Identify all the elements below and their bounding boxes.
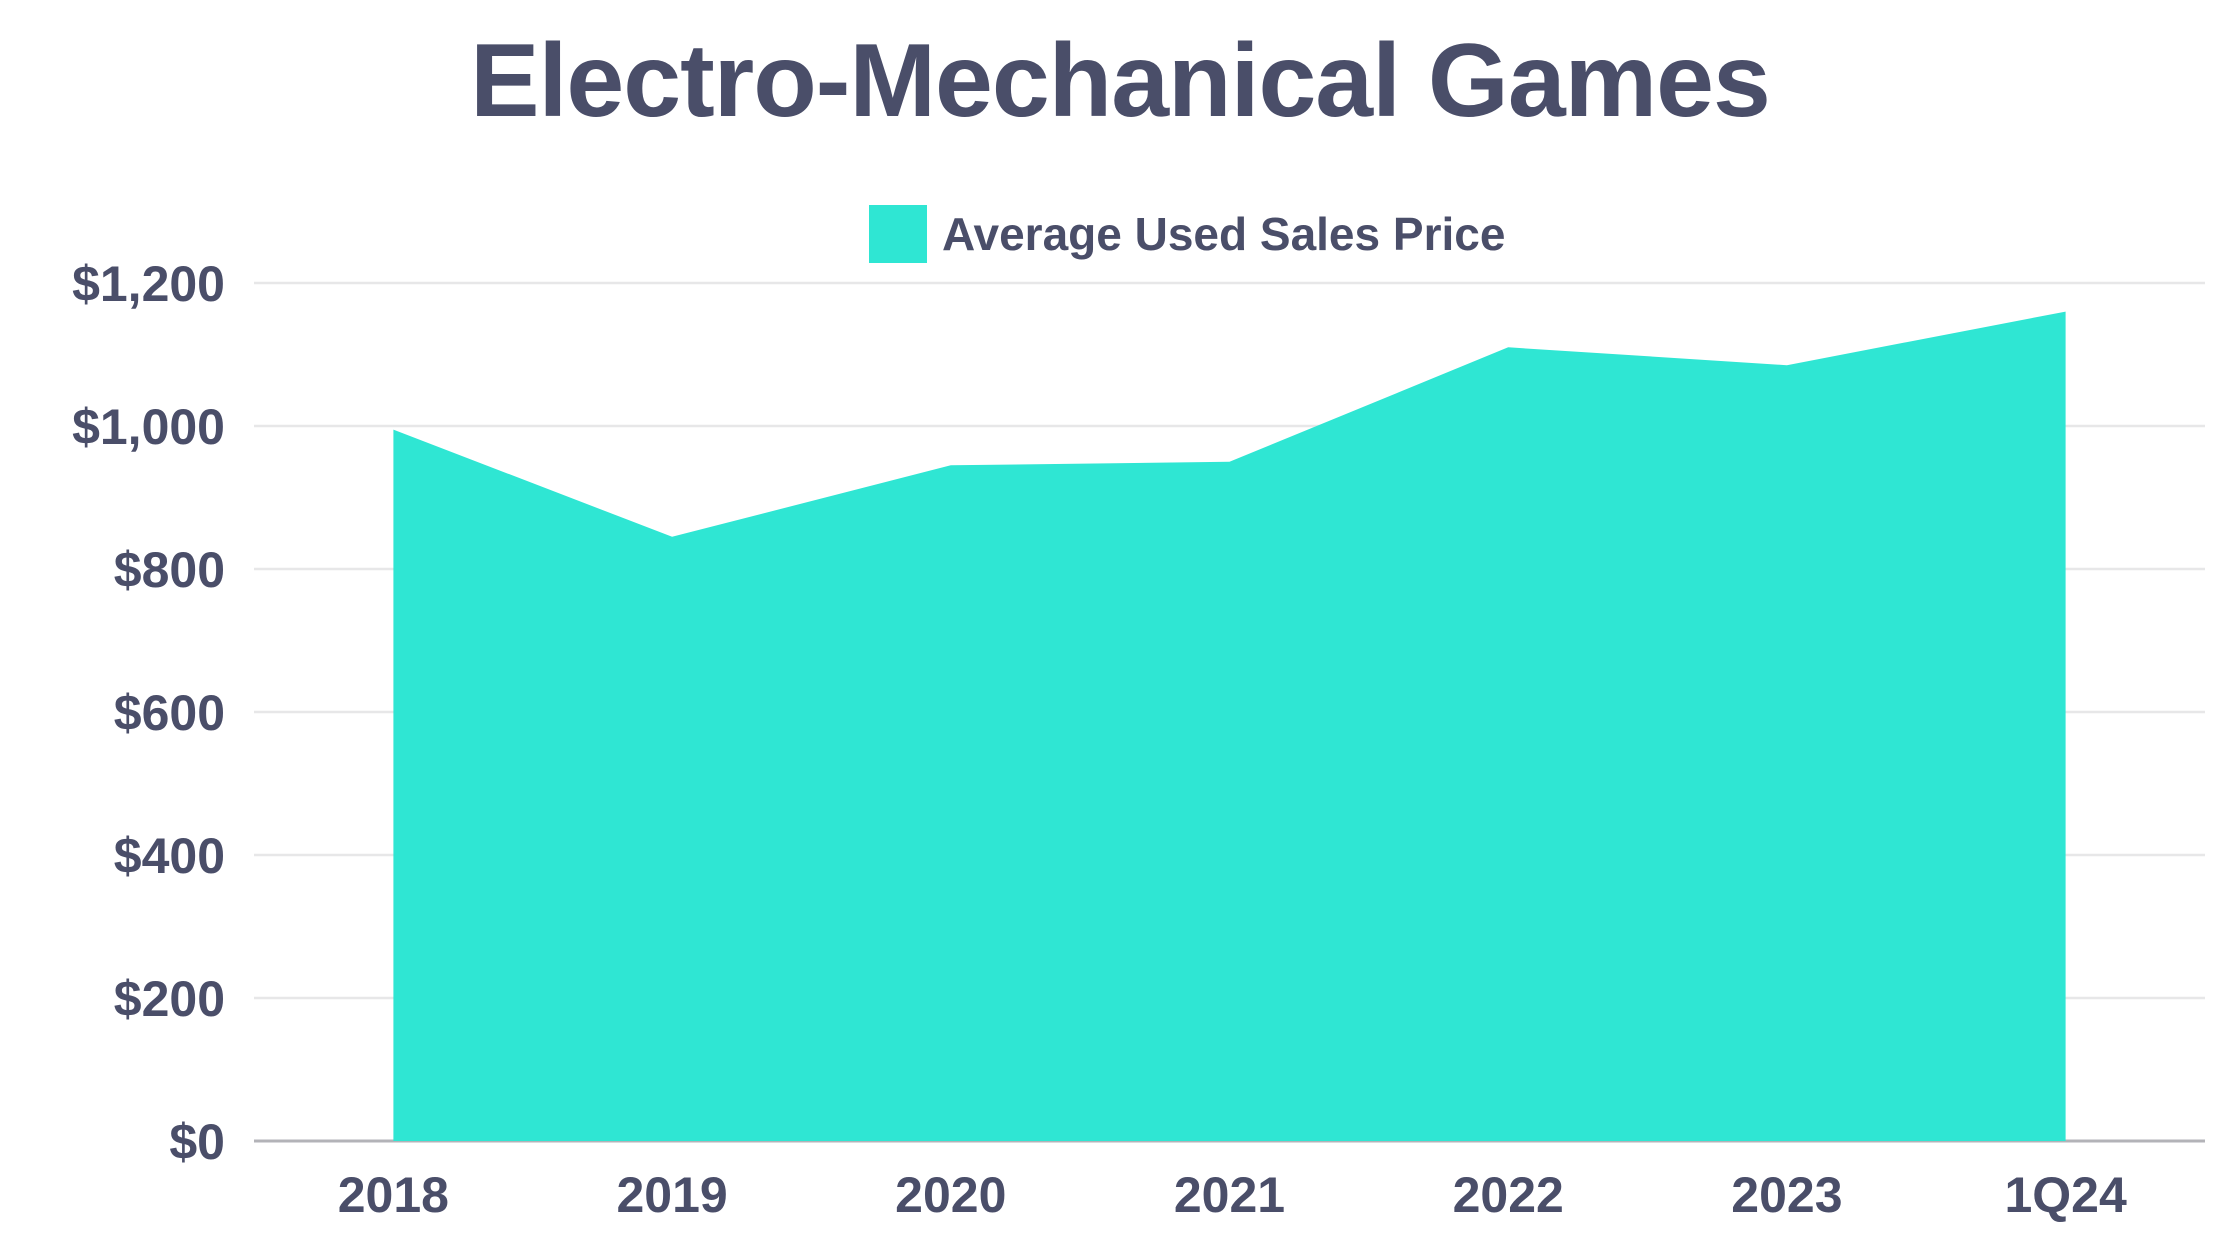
y-tick-label: $0: [169, 1114, 225, 1170]
y-tick-label: $600: [114, 685, 225, 741]
x-tick-label: 1Q24: [2004, 1167, 2127, 1223]
x-tick-label: 2021: [1174, 1167, 1285, 1223]
x-axis-labels: 2018 2019 2020 2021 2022 2023 1Q24: [338, 1167, 2127, 1223]
y-tick-label: $1,000: [72, 399, 225, 455]
y-axis-labels: $0 $200 $400 $600 $800 $1,000 $1,200: [72, 256, 225, 1170]
x-tick-label: 2023: [1731, 1167, 1842, 1223]
legend-swatch: [869, 205, 927, 263]
y-tick-label: $200: [114, 971, 225, 1027]
x-tick-label: 2019: [616, 1167, 727, 1223]
x-tick-label: 2022: [1453, 1167, 1564, 1223]
y-tick-label: $400: [114, 828, 225, 884]
x-tick-label: 2018: [338, 1167, 449, 1223]
x-tick-label: 2020: [895, 1167, 1006, 1223]
y-tick-label: $800: [114, 542, 225, 598]
y-tick-label: $1,200: [72, 256, 225, 312]
chart-title: Electro-Mechanical Games: [470, 23, 1771, 139]
legend-label: Average Used Sales Price: [942, 208, 1506, 260]
legend: Average Used Sales Price: [869, 205, 1505, 263]
area-series-shape: [393, 311, 2066, 1142]
